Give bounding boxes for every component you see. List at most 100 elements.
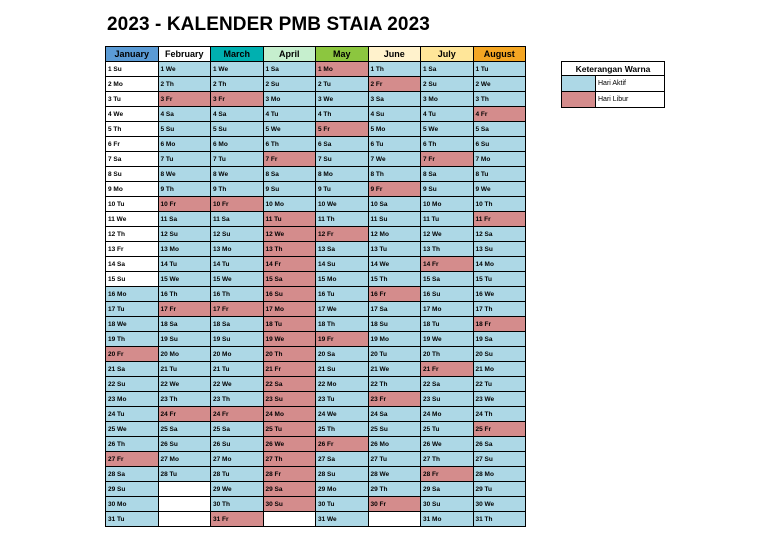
day-cell: 23 Fr (367, 391, 421, 407)
calendar-row: 21 Sa 21 Tu 21 Tu 21 Fr 21 Su 21 We 21 Fr 21 Mo (105, 361, 526, 377)
day-cell: 22 Sa (262, 376, 316, 392)
day-cell: 17 Sa (367, 301, 421, 317)
day-cell: 14 Tu (157, 256, 211, 272)
day-cell: 6 Mo (210, 136, 264, 152)
day-cell: 21 Tu (210, 361, 264, 377)
day-cell: 14 Fr (420, 256, 474, 272)
day-cell: 28 Su (315, 466, 369, 482)
calendar-row: 16 Mo 16 Th 16 Th 16 Su 16 Tu 16 Fr 16 Su 16 We (105, 286, 526, 302)
day-cell: 19 Th (105, 331, 159, 347)
day-cell: 25 Sa (210, 421, 264, 437)
day-cell: 24 Tu (105, 406, 159, 422)
day-cell: 22 Th (367, 376, 421, 392)
day-cell: 14 Mo (472, 256, 526, 272)
day-cell: 21 Mo (472, 361, 526, 377)
calendar-row: 6 Fr 6 Mo 6 Mo 6 Th 6 Sa 6 Tu 6 Th 6 Su (105, 136, 526, 152)
calendar-row: 29 Su 29 We 29 Sa 29 Mo 29 Th 29 Sa 29 Tu (105, 481, 526, 497)
day-cell: 5 Th (105, 121, 159, 137)
day-cell: 25 Fr (472, 421, 526, 437)
day-cell: 19 Sa (472, 331, 526, 347)
legend-table: Keterangan Warna Hari Aktif Hari Libur (561, 61, 665, 108)
day-cell: 9 Fr (367, 181, 421, 197)
day-cell: 21 We (367, 361, 421, 377)
day-cell: 17 Fr (210, 301, 264, 317)
day-cell: 18 Tu (262, 316, 316, 332)
day-cell: 6 Th (262, 136, 316, 152)
day-cell: 25 Sa (157, 421, 211, 437)
day-cell: 7 Su (315, 151, 369, 167)
day-cell: 2 Th (157, 76, 211, 92)
day-cell: 6 Su (472, 136, 526, 152)
day-cell: 21 Fr (420, 361, 474, 377)
day-cell: 10 Fr (210, 196, 264, 212)
day-cell: 22 Mo (315, 376, 369, 392)
day-cell: 8 Sa (420, 166, 474, 182)
day-cell: 16 Mo (105, 286, 159, 302)
day-cell: 11 Su (367, 211, 421, 227)
day-cell: 12 We (262, 226, 316, 242)
day-cell: 26 Su (210, 436, 264, 452)
day-cell: 6 Fr (105, 136, 159, 152)
day-cell: 23 We (472, 391, 526, 407)
calendar-row: 20 Fr 20 Mo 20 Mo 20 Th 20 Sa 20 Tu 20 Th 20 Su (105, 346, 526, 362)
calendar-row: 14 Sa 14 Tu 14 Tu 14 Fr 14 Su 14 We 14 Fr 14 Mo (105, 256, 526, 272)
day-cell: 20 Su (472, 346, 526, 362)
day-cell: 18 Su (367, 316, 421, 332)
day-cell: 16 Su (420, 286, 474, 302)
day-cell: 14 Su (315, 256, 369, 272)
day-cell: 16 Th (157, 286, 211, 302)
day-cell: 30 We (472, 496, 526, 512)
empty-cell (157, 511, 211, 527)
day-cell: 18 Sa (157, 316, 211, 332)
day-cell: 1 Su (105, 61, 159, 77)
day-cell: 2 Th (210, 76, 264, 92)
calendar-row: 24 Tu 24 Fr 24 Fr 24 Mo 24 We 24 Sa 24 Mo 24 Th (105, 406, 526, 422)
day-cell: 1 Th (367, 61, 421, 77)
calendar-row: 27 Fr 27 Mo 27 Mo 27 Th 27 Sa 27 Tu 27 Th 27 Su (105, 451, 526, 467)
day-cell: 3 Sa (367, 91, 421, 107)
day-cell: 14 Fr (262, 256, 316, 272)
day-cell: 3 Tu (105, 91, 159, 107)
day-cell: 26 Fr (315, 436, 369, 452)
day-cell: 10 We (315, 196, 369, 212)
day-cell: 13 Fr (105, 241, 159, 257)
day-cell: 24 Mo (262, 406, 316, 422)
day-cell: 29 Sa (262, 481, 316, 497)
empty-cell (157, 496, 211, 512)
day-cell: 4 We (105, 106, 159, 122)
day-cell: 30 Mo (105, 496, 159, 512)
day-cell: 1 Mo (315, 61, 369, 77)
day-cell: 23 Mo (105, 391, 159, 407)
day-cell: 15 Sa (262, 271, 316, 287)
day-cell: 18 Sa (210, 316, 264, 332)
calendar-row: 26 Th 26 Su 26 Su 26 We 26 Fr 26 Mo 26 We 26 Sa (105, 436, 526, 452)
day-cell: 7 Mo (472, 151, 526, 167)
day-cell: 24 We (315, 406, 369, 422)
calendar-row: 2 Mo 2 Th 2 Th 2 Su 2 Tu 2 Fr 2 Su 2 We (105, 76, 526, 92)
day-cell: 7 Tu (157, 151, 211, 167)
day-cell: 19 Su (210, 331, 264, 347)
day-cell: 10 Sa (367, 196, 421, 212)
calendar-row: 4 We 4 Sa 4 Sa 4 Tu 4 Th 4 Su 4 Tu 4 Fr (105, 106, 526, 122)
day-cell: 22 Su (105, 376, 159, 392)
day-cell: 30 Th (210, 496, 264, 512)
calendar-row: 7 Sa 7 Tu 7 Tu 7 Fr 7 Su 7 We 7 Fr 7 Mo (105, 151, 526, 167)
day-cell: 1 Sa (262, 61, 316, 77)
calendar-row: 28 Sa 28 Tu 28 Tu 28 Fr 28 Su 28 We 28 Fr 28 Mo (105, 466, 526, 482)
day-cell: 20 Sa (315, 346, 369, 362)
day-cell: 21 Fr (262, 361, 316, 377)
calendar-row: 22 Su 22 We 22 We 22 Sa 22 Mo 22 Th 22 Sa 22 Tu (105, 376, 526, 392)
day-cell: 30 Tu (315, 496, 369, 512)
calendar-row: 9 Mo 9 Th 9 Th 9 Su 9 Tu 9 Fr 9 Su 9 We (105, 181, 526, 197)
legend-row-aktif: Hari Aktif (561, 75, 665, 92)
day-cell: 11 Th (315, 211, 369, 227)
day-cell: 17 Mo (262, 301, 316, 317)
day-cell: 9 Mo (105, 181, 159, 197)
day-cell: 29 We (210, 481, 264, 497)
day-cell: 31 Fr (210, 511, 264, 527)
calendar-row: 19 Th 19 Su 19 Su 19 We 19 Fr 19 Mo 19 We 19 Sa (105, 331, 526, 347)
day-cell: 24 Fr (210, 406, 264, 422)
day-cell: 15 Tu (472, 271, 526, 287)
day-cell: 26 Su (157, 436, 211, 452)
page-title: 2023 - KALENDER PMB STAIA 2023 (107, 14, 430, 35)
